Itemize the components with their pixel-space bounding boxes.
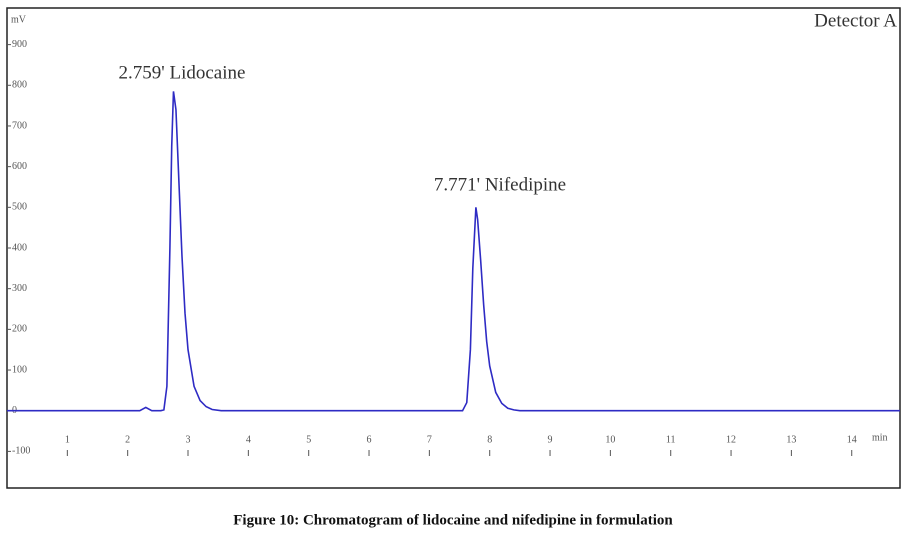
y-tick-label: 300 (12, 283, 27, 294)
detector-label: Detector A (814, 10, 897, 31)
peak-annotation: 7.771' Nifedipine (434, 174, 566, 195)
x-tick-label: 2 (125, 434, 130, 445)
caption: Figure 10: Chromatogram of lidocaine and… (233, 512, 673, 528)
x-tick-label: 7 (427, 434, 432, 445)
x-tick-label: 9 (548, 434, 553, 445)
x-tick-label: 10 (605, 434, 615, 445)
chromatogram-line (7, 91, 900, 412)
y-tick-label: -100 (12, 446, 30, 457)
y-tick-label: 100 (12, 364, 27, 375)
x-tick-label: 4 (246, 434, 251, 445)
x-tick-label: 5 (306, 434, 311, 445)
y-tick-label: 900 (12, 39, 27, 50)
y-tick-label: 200 (12, 324, 27, 335)
x-tick-label: 14 (847, 434, 857, 445)
x-tick-label: 1 (65, 434, 70, 445)
x-tick-label: 3 (186, 434, 191, 445)
y-axis-label: mV (11, 14, 27, 25)
x-tick-label: 11 (666, 434, 676, 445)
x-tick-label: 12 (726, 434, 736, 445)
x-axis-label: min (872, 432, 888, 443)
y-tick-label: 800 (12, 80, 27, 91)
peak-annotation: 2.759' Lidocaine (119, 62, 246, 83)
x-tick-label: 13 (786, 434, 796, 445)
x-tick-label: 8 (487, 434, 492, 445)
y-tick-label: 500 (12, 202, 27, 213)
y-tick-label: 400 (12, 242, 27, 253)
y-tick-label: 600 (12, 161, 27, 172)
y-tick-label: 700 (12, 120, 27, 131)
x-tick-label: 6 (367, 434, 372, 445)
